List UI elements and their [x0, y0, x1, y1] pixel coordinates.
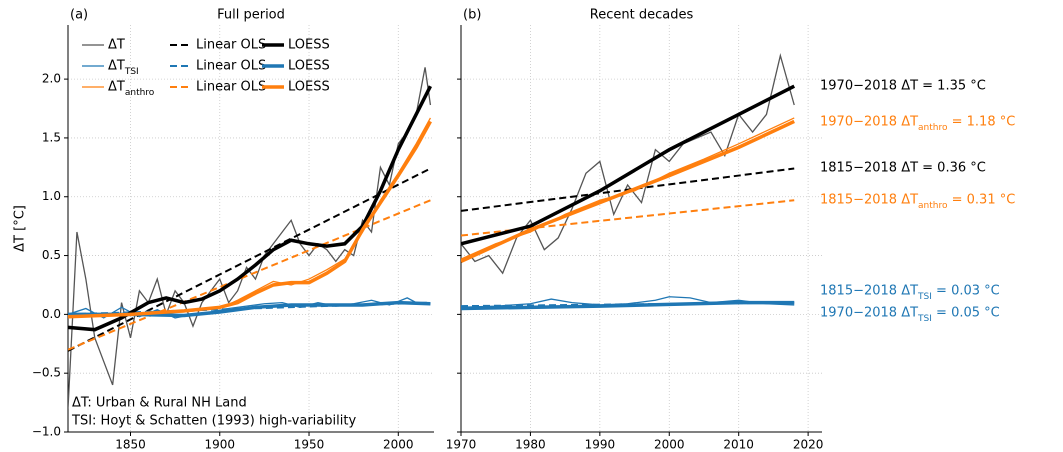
- series-line: [461, 296, 795, 308]
- x-tick-label: 1970: [446, 438, 477, 452]
- series-line: [68, 120, 432, 319]
- y-tick-label: −0.5: [32, 366, 61, 380]
- y-tick-label: 2.0: [42, 72, 61, 86]
- y-tick-label: 1.0: [42, 189, 61, 203]
- series-line: [68, 117, 431, 318]
- x-tick-label: 2000: [654, 438, 685, 452]
- legend-label: LOESS: [288, 38, 330, 53]
- x-tick-label: 2000: [383, 438, 414, 452]
- series-line: [68, 85, 432, 332]
- x-tick-label: 1990: [585, 438, 616, 452]
- annotation: 1970−2018 ΔTTSI = 0.05 °C: [820, 306, 1000, 324]
- y-tick-label: −1.0: [32, 425, 61, 439]
- series-line: [461, 167, 795, 212]
- series-line: [461, 52, 795, 275]
- x-tick-label: 2020: [793, 438, 824, 452]
- panel-title: Recent decades: [590, 8, 694, 23]
- series-line: [68, 199, 431, 351]
- x-tick-label: 1980: [515, 438, 546, 452]
- y-axis-label: ΔT [°C]: [13, 205, 28, 252]
- panel-title: Full period: [217, 8, 285, 23]
- note: TSI: Hoyt & Schatten (1993) high-variabi…: [71, 414, 356, 429]
- annotation: 1970−2018 ΔTanthro = 1.18 °C: [820, 115, 1015, 133]
- legend-label: Linear OLS: [196, 38, 266, 53]
- annotation: 1815−2018 ΔTanthro = 0.31 °C: [820, 193, 1015, 211]
- series-line: [68, 300, 431, 318]
- note: ΔT: Urban & Rural NH Land: [72, 396, 247, 411]
- x-tick-label: 1850: [115, 438, 146, 452]
- y-tick-label: 0.5: [42, 248, 61, 262]
- panel-label: (a): [70, 8, 88, 23]
- legend-label: ΔTanthro: [108, 80, 155, 98]
- series-line: [461, 84, 796, 246]
- legend-label: ΔTTSI: [108, 59, 139, 77]
- legend-label: ΔT: [108, 38, 125, 53]
- series-line: [461, 119, 795, 264]
- x-tick-label: 1950: [294, 438, 325, 452]
- legend-label: LOESS: [288, 59, 330, 74]
- annotation: 1970−2018 ΔT = 1.35 °C: [820, 79, 986, 94]
- legend-label: Linear OLS: [196, 80, 266, 95]
- annotation: 1815−2018 ΔTTSI = 0.03 °C: [820, 284, 1000, 302]
- legend-label: Linear OLS: [196, 59, 266, 74]
- panel-label: (b): [463, 8, 481, 23]
- series-line: [68, 67, 432, 409]
- y-tick-label: 1.5: [42, 130, 61, 144]
- x-tick-label: 1900: [204, 438, 235, 452]
- y-tick-label: 0.0: [42, 307, 61, 321]
- x-tick-label: 2010: [723, 438, 754, 452]
- series-line: [68, 167, 431, 352]
- legend-label: LOESS: [288, 80, 330, 95]
- series-line: [461, 300, 795, 311]
- annotation: 1815−2018 ΔT = 0.36 °C: [820, 161, 986, 176]
